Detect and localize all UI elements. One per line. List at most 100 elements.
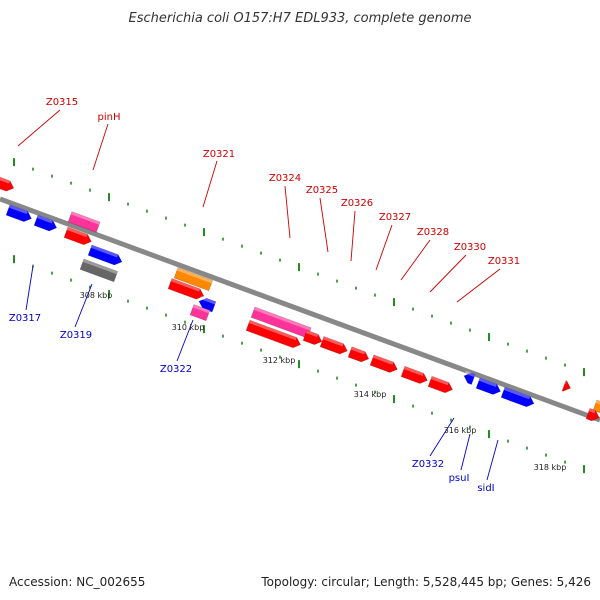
genome-backbone <box>0 196 600 423</box>
accession-text: Accession: NC_002655 <box>9 575 145 589</box>
tick-label-316kbp: 316 kbp <box>444 426 477 435</box>
gene-feature[interactable] <box>245 319 302 350</box>
gene-arrow-highlight <box>478 377 497 387</box>
gene-feature[interactable] <box>173 267 214 292</box>
gene-feature[interactable] <box>369 354 399 375</box>
gene-label-z0317[interactable]: Z0317 <box>9 313 41 324</box>
gene-arrow[interactable] <box>585 408 600 422</box>
gene-label-sidi[interactable]: sidI <box>477 483 494 494</box>
gene-arrow-highlight <box>248 320 297 341</box>
gene-feature[interactable] <box>462 370 476 385</box>
gene-arrow[interactable] <box>33 214 58 233</box>
gene-arrow-highlight <box>464 370 476 378</box>
label-leader-line <box>400 239 431 281</box>
gene-arrow-highlight <box>66 227 88 238</box>
gene-feature[interactable] <box>347 346 371 364</box>
gene-arrow[interactable] <box>5 204 33 224</box>
gene-feature[interactable] <box>33 214 58 233</box>
gene-label-z0328[interactable]: Z0328 <box>417 227 449 238</box>
gene-arrow[interactable] <box>302 329 324 347</box>
gene-arrow[interactable] <box>67 211 101 233</box>
gene-feature[interactable] <box>400 365 429 385</box>
gene-arrow-highlight <box>430 376 449 386</box>
gene-label-z0321[interactable]: Z0321 <box>203 149 235 160</box>
gene-label-z0319[interactable]: Z0319 <box>60 330 92 341</box>
gene-feature[interactable] <box>500 386 536 409</box>
gene-feature[interactable] <box>79 258 119 283</box>
gene-feature[interactable] <box>189 304 211 322</box>
label-leader-line <box>429 417 455 457</box>
reverse-strand-gene-labels: Z0317 Z0319 Z0322 Z0332 psuI sidI <box>9 313 495 494</box>
label-leader-line <box>17 109 61 147</box>
gene-arrow[interactable] <box>369 354 399 375</box>
gene-label-z0327[interactable]: Z0327 <box>379 212 411 223</box>
gene-arrow-highlight <box>372 354 394 365</box>
gene-arrow-highlight <box>70 211 101 225</box>
map-title: Escherichia coli O157:H7 EDL933, complet… <box>129 11 472 26</box>
gene-arrow[interactable] <box>189 304 211 322</box>
gene-arrow-highlight <box>199 296 216 305</box>
gene-arrow[interactable] <box>561 380 572 394</box>
gene-arrow-highlight <box>503 387 531 400</box>
label-leader-line <box>202 160 218 208</box>
gene-arrow-highlight <box>8 204 28 215</box>
gene-arrow-highlight <box>595 399 600 407</box>
gene-label-z0325[interactable]: Z0325 <box>306 185 338 196</box>
gene-arrow[interactable] <box>500 386 536 409</box>
gene-arrow-highlight <box>170 278 201 292</box>
gene-arrow[interactable] <box>400 365 429 385</box>
gene-label-z0330[interactable]: Z0330 <box>454 242 486 253</box>
gene-arrow[interactable] <box>475 377 502 397</box>
gene-arrow[interactable] <box>79 258 119 283</box>
gene-label-pinh[interactable]: pinH <box>98 112 121 123</box>
gene-arrow-highlight <box>350 346 366 355</box>
gene-arrow[interactable] <box>347 346 371 364</box>
gene-arrow[interactable] <box>462 371 476 385</box>
gene-arrow-highlight <box>253 307 312 331</box>
gene-feature[interactable] <box>319 336 349 356</box>
gene-feature[interactable] <box>585 408 600 422</box>
tick-label-310kbp: 310 kbp <box>172 323 205 332</box>
gene-label-z0326[interactable]: Z0326 <box>341 198 373 209</box>
gene-arrow-highlight <box>192 304 210 314</box>
gene-arrow[interactable] <box>245 319 302 350</box>
gene-feature[interactable] <box>87 244 124 267</box>
gene-arrow[interactable] <box>0 175 16 193</box>
gene-feature[interactable] <box>427 375 454 395</box>
gene-feature[interactable] <box>0 175 16 193</box>
label-leader-line <box>284 185 291 239</box>
gene-feature[interactable] <box>63 226 93 247</box>
gene-arrow-highlight <box>564 380 567 384</box>
gene-arrow[interactable] <box>319 336 349 356</box>
gene-arrow[interactable] <box>87 244 124 267</box>
gene-feature[interactable] <box>302 329 324 347</box>
gene-feature[interactable] <box>167 278 206 301</box>
gene-label-z0324[interactable]: Z0324 <box>269 173 301 184</box>
gene-features <box>0 175 600 422</box>
gene-feature[interactable] <box>475 377 502 397</box>
tick-label-312kbp: 312 kbp <box>263 356 296 365</box>
gene-feature[interactable] <box>5 204 33 224</box>
gene-label-z0322[interactable]: Z0322 <box>160 364 192 375</box>
gene-arrow[interactable] <box>63 226 93 247</box>
gene-feature[interactable] <box>67 211 101 233</box>
label-leader-line <box>429 254 467 293</box>
gene-label-psui[interactable]: psuI <box>449 473 470 484</box>
gene-label-z0315[interactable]: Z0315 <box>46 97 78 108</box>
label-leader-line <box>25 265 34 311</box>
label-leader-line <box>319 197 329 253</box>
position-tick-marks <box>13 158 585 474</box>
gene-arrow-highlight <box>36 215 53 224</box>
gene-arrow[interactable] <box>167 278 206 301</box>
gene-arrow-highlight <box>305 330 319 338</box>
label-leader-line <box>350 210 356 262</box>
tick-label-314kbp: 314 kbp <box>354 390 387 399</box>
gene-label-z0331[interactable]: Z0331 <box>488 256 520 267</box>
label-leader-line <box>460 433 471 471</box>
gene-feature[interactable] <box>561 380 572 394</box>
gene-arrow[interactable] <box>427 375 454 395</box>
gene-arrow-highlight <box>588 408 596 414</box>
gene-arrow[interactable] <box>173 267 214 292</box>
gene-label-z0332[interactable]: Z0332 <box>412 459 444 470</box>
